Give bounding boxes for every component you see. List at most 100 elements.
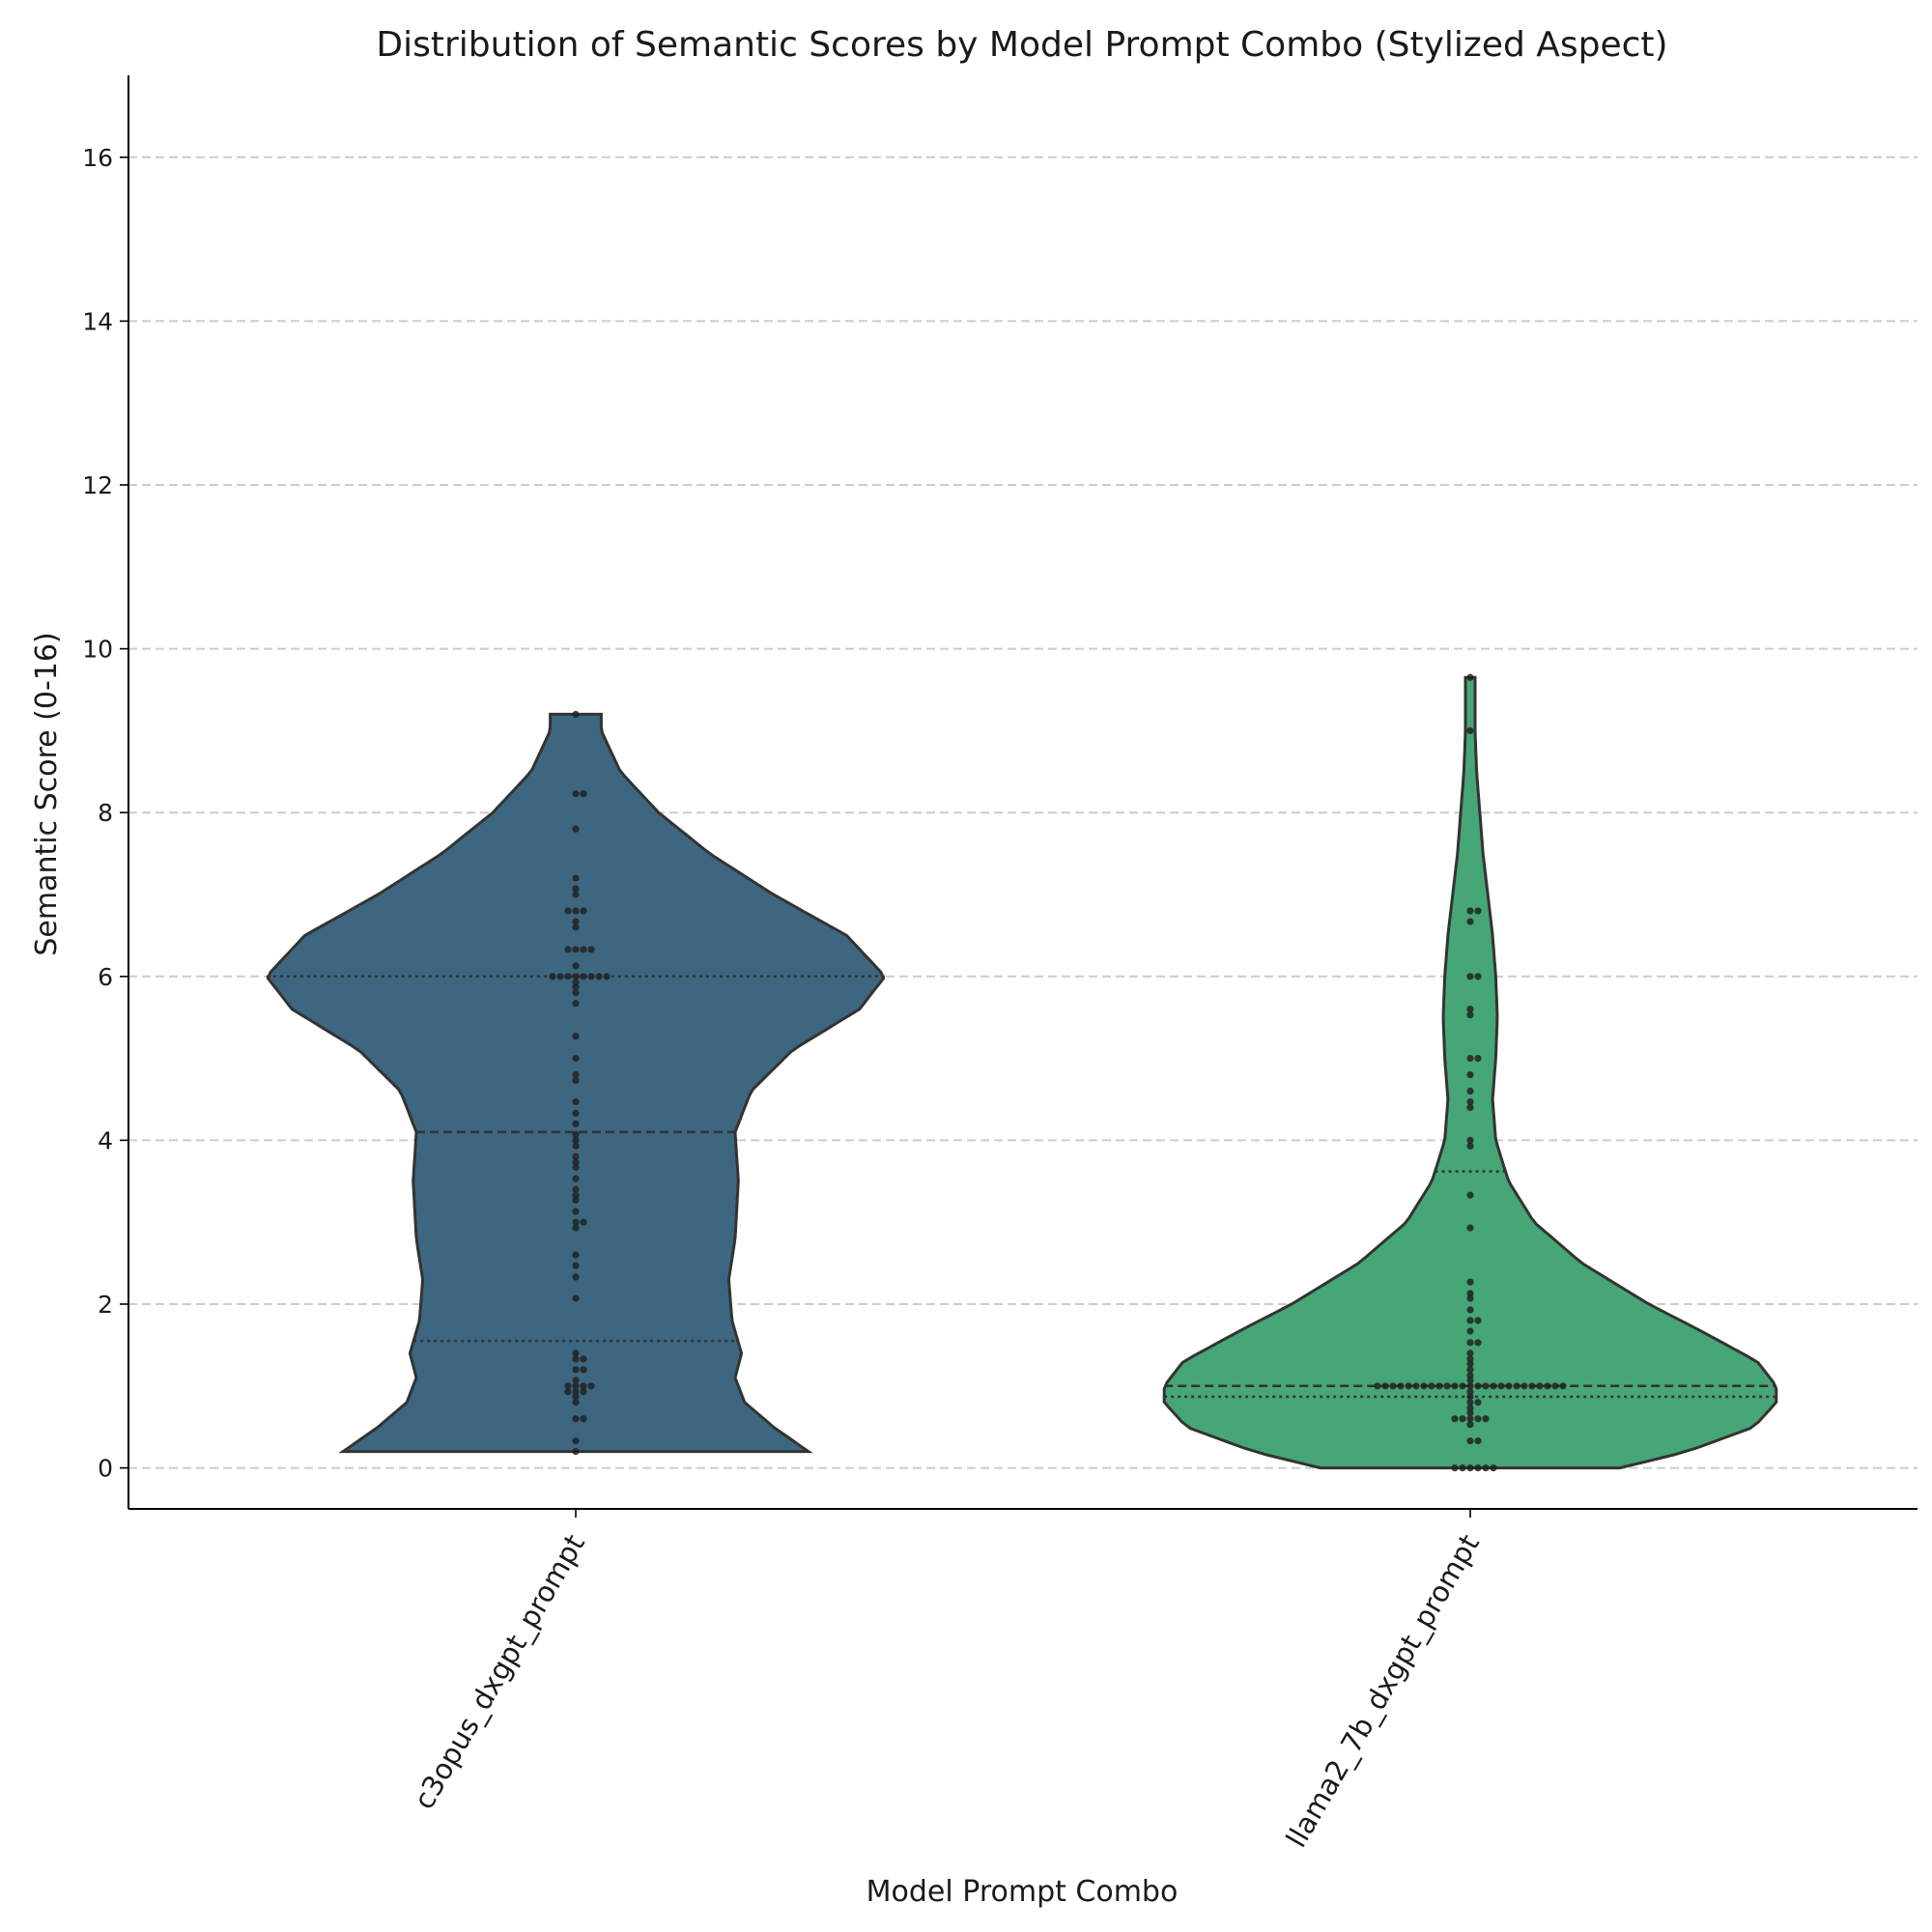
data-point — [587, 1382, 595, 1390]
data-point — [572, 973, 580, 980]
data-point — [572, 962, 580, 970]
data-point — [572, 1120, 580, 1128]
data-point — [580, 973, 587, 980]
data-point — [1466, 1011, 1474, 1019]
data-point — [572, 1196, 580, 1204]
y-gridlines — [128, 156, 1918, 1469]
data-point — [572, 1185, 580, 1193]
data-point — [1466, 1355, 1474, 1363]
data-point — [564, 946, 572, 953]
data-point — [1474, 1339, 1482, 1347]
data-point — [572, 1350, 580, 1357]
data-point — [564, 973, 572, 980]
data-point — [572, 710, 580, 719]
data-point — [1459, 1382, 1466, 1390]
data-point — [572, 1136, 580, 1144]
data-point — [572, 989, 580, 997]
data-point — [1544, 1382, 1551, 1390]
data-point — [572, 1399, 580, 1406]
data-point — [572, 1415, 580, 1423]
data-point — [549, 973, 556, 980]
data-point — [572, 1152, 580, 1160]
data-point — [572, 918, 580, 925]
data-point — [572, 1076, 580, 1085]
data-point — [572, 979, 580, 986]
data-point — [1397, 1382, 1405, 1390]
data-point — [1474, 907, 1482, 915]
data-point — [1420, 1382, 1428, 1390]
data-point — [1466, 1399, 1474, 1406]
data-point — [1466, 1317, 1474, 1324]
data-point — [1505, 1382, 1513, 1390]
data-point — [580, 790, 587, 798]
data-point — [595, 973, 603, 980]
data-point — [1474, 1055, 1482, 1063]
data-point — [572, 1355, 580, 1363]
data-point — [580, 907, 587, 915]
data-point — [572, 1191, 580, 1199]
data-point — [1466, 1191, 1474, 1199]
data-point — [1466, 1350, 1474, 1357]
data-point — [1466, 1464, 1474, 1472]
data-point — [1466, 1290, 1474, 1297]
data-point — [572, 1175, 580, 1182]
data-point — [572, 1130, 580, 1139]
data-point — [1466, 1055, 1474, 1063]
data-point — [1520, 1382, 1528, 1390]
data-point — [564, 1382, 572, 1390]
data-point — [1405, 1382, 1412, 1390]
data-point — [580, 946, 587, 953]
data-point — [1474, 1437, 1482, 1445]
data-point — [1474, 1464, 1482, 1472]
data-point — [572, 1437, 580, 1445]
data-point — [1466, 1405, 1474, 1412]
data-point — [1559, 1382, 1567, 1390]
data-point — [1474, 1415, 1482, 1423]
y-tick-label: 12 — [82, 471, 113, 499]
data-point — [1474, 973, 1482, 980]
data-point — [1551, 1382, 1559, 1390]
data-point — [587, 973, 595, 980]
data-point — [1466, 1278, 1474, 1286]
data-point — [1466, 1294, 1474, 1302]
data-point — [1490, 1464, 1497, 1472]
data-point — [572, 1262, 580, 1269]
data-point — [1466, 1393, 1474, 1401]
data-point — [1466, 1382, 1474, 1390]
data-point — [1466, 1388, 1474, 1396]
data-point — [1466, 1103, 1474, 1112]
data-point — [1466, 1360, 1474, 1368]
data-point — [1466, 1136, 1474, 1144]
data-point — [572, 825, 580, 833]
data-point — [1482, 1464, 1490, 1472]
data-point — [1466, 1437, 1474, 1445]
violin-plot-area — [266, 673, 1778, 1472]
data-point — [572, 1218, 580, 1226]
data-point — [1466, 1366, 1474, 1374]
data-point — [1466, 1306, 1474, 1314]
data-point — [603, 973, 611, 980]
data-point — [572, 1448, 580, 1456]
data-point — [1466, 1421, 1474, 1429]
data-point — [580, 1355, 587, 1363]
data-point — [1466, 1087, 1474, 1095]
data-point — [1528, 1382, 1536, 1390]
data-point — [1482, 1382, 1490, 1390]
y-tick-label: 6 — [98, 963, 113, 991]
data-point — [1474, 1382, 1482, 1390]
data-point — [572, 1377, 580, 1384]
data-point — [572, 790, 580, 798]
data-point — [1459, 1464, 1466, 1472]
data-point — [1443, 1382, 1451, 1390]
data-point — [1466, 918, 1474, 925]
data-point — [1435, 1382, 1443, 1390]
data-point — [572, 1033, 580, 1040]
data-point — [572, 1251, 580, 1259]
y-tick-label: 10 — [82, 636, 113, 664]
data-point — [572, 923, 580, 931]
data-point — [1466, 1142, 1474, 1150]
data-point — [1466, 907, 1474, 915]
data-point — [580, 1415, 587, 1423]
y-tick-label: 14 — [82, 307, 113, 335]
